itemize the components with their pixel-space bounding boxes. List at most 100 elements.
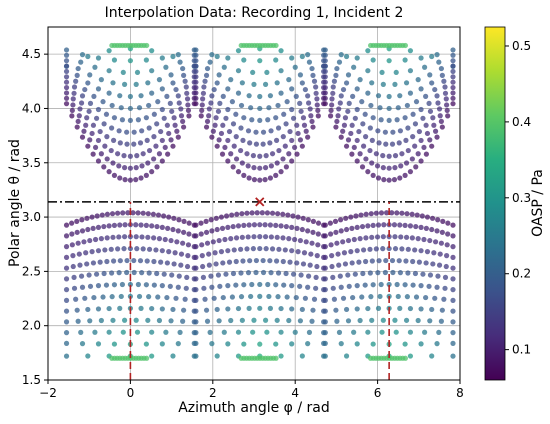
data-point bbox=[443, 96, 449, 102]
data-point bbox=[308, 113, 314, 119]
data-point bbox=[395, 105, 401, 111]
data-point bbox=[233, 235, 240, 241]
data-point bbox=[71, 285, 78, 291]
data-point bbox=[293, 93, 299, 99]
data-point bbox=[162, 144, 168, 151]
data-point bbox=[340, 128, 346, 134]
data-point bbox=[214, 306, 220, 313]
data-point bbox=[434, 93, 440, 99]
data-point bbox=[422, 329, 428, 335]
data-point bbox=[146, 125, 152, 131]
x-tick-label: 4 bbox=[291, 386, 299, 400]
data-point bbox=[218, 214, 225, 220]
data-point bbox=[306, 100, 312, 106]
data-point bbox=[207, 329, 213, 335]
data-point bbox=[370, 282, 376, 288]
data-point bbox=[407, 48, 414, 54]
data-point bbox=[233, 111, 239, 117]
data-point bbox=[63, 58, 70, 64]
data-point bbox=[75, 65, 81, 72]
data-point bbox=[434, 341, 440, 347]
data-point bbox=[84, 215, 90, 221]
data-point bbox=[450, 276, 456, 282]
data-point bbox=[336, 262, 342, 268]
y-tick-label: 4.0 bbox=[22, 101, 41, 115]
data-point bbox=[360, 121, 366, 127]
data-point bbox=[322, 319, 328, 325]
data-point bbox=[101, 121, 107, 127]
data-point bbox=[283, 121, 289, 127]
data-point bbox=[367, 125, 373, 131]
data-point bbox=[283, 223, 289, 230]
data-point bbox=[375, 93, 382, 99]
data-point bbox=[377, 105, 383, 111]
data-point bbox=[337, 273, 343, 279]
data-point bbox=[273, 172, 279, 178]
data-point bbox=[213, 215, 219, 221]
data-point bbox=[290, 213, 296, 219]
data-point bbox=[322, 74, 328, 80]
data-point bbox=[444, 107, 450, 114]
data-point bbox=[402, 172, 408, 178]
data-point bbox=[247, 140, 253, 146]
data-point bbox=[138, 93, 144, 99]
data-point bbox=[438, 118, 444, 125]
data-point bbox=[87, 72, 93, 78]
data-point bbox=[389, 210, 395, 216]
data-point bbox=[253, 141, 260, 147]
data-point bbox=[310, 72, 316, 78]
data-point bbox=[343, 143, 350, 149]
data-point bbox=[427, 237, 433, 244]
data-point bbox=[109, 294, 115, 300]
data-point bbox=[264, 210, 271, 216]
data-point bbox=[185, 107, 192, 114]
data-point bbox=[441, 78, 447, 84]
data-point bbox=[407, 68, 414, 74]
data-point bbox=[99, 212, 105, 218]
data-point bbox=[429, 353, 435, 359]
data-point bbox=[386, 58, 392, 64]
data-point bbox=[111, 282, 118, 288]
data-point bbox=[407, 90, 414, 96]
data-point bbox=[102, 247, 108, 253]
data-point bbox=[85, 53, 91, 60]
data-point bbox=[360, 270, 366, 277]
data-point bbox=[133, 234, 139, 240]
data-point bbox=[430, 115, 436, 121]
data-point bbox=[289, 341, 295, 347]
data-point bbox=[247, 258, 253, 264]
data-point bbox=[345, 272, 351, 278]
data-point bbox=[373, 151, 379, 157]
data-point bbox=[322, 244, 328, 250]
data-point bbox=[193, 79, 199, 85]
data-point bbox=[86, 272, 92, 278]
data-point bbox=[445, 220, 451, 226]
data-point bbox=[121, 165, 128, 171]
data-point bbox=[343, 53, 350, 60]
data-point bbox=[276, 246, 282, 252]
data-point bbox=[275, 102, 281, 109]
data-point bbox=[262, 81, 269, 87]
data-point bbox=[173, 295, 179, 301]
y-tick-label: 2.5 bbox=[22, 264, 41, 278]
data-point bbox=[253, 129, 259, 135]
data-point bbox=[73, 78, 79, 84]
data-point bbox=[63, 52, 70, 58]
data-point bbox=[289, 137, 295, 144]
data-point bbox=[414, 212, 420, 218]
data-point bbox=[209, 341, 215, 347]
data-point bbox=[423, 294, 429, 301]
data-point bbox=[305, 228, 311, 234]
data-point bbox=[407, 305, 414, 312]
data-point bbox=[398, 234, 404, 240]
data-point bbox=[267, 305, 274, 311]
data-point bbox=[149, 353, 155, 359]
data-point bbox=[397, 222, 403, 228]
data-point bbox=[168, 137, 174, 143]
data-point bbox=[185, 102, 191, 108]
data-point bbox=[180, 118, 186, 125]
data-point bbox=[305, 341, 311, 347]
data-point bbox=[75, 318, 81, 324]
data-point bbox=[74, 229, 80, 235]
data-point bbox=[108, 246, 114, 252]
